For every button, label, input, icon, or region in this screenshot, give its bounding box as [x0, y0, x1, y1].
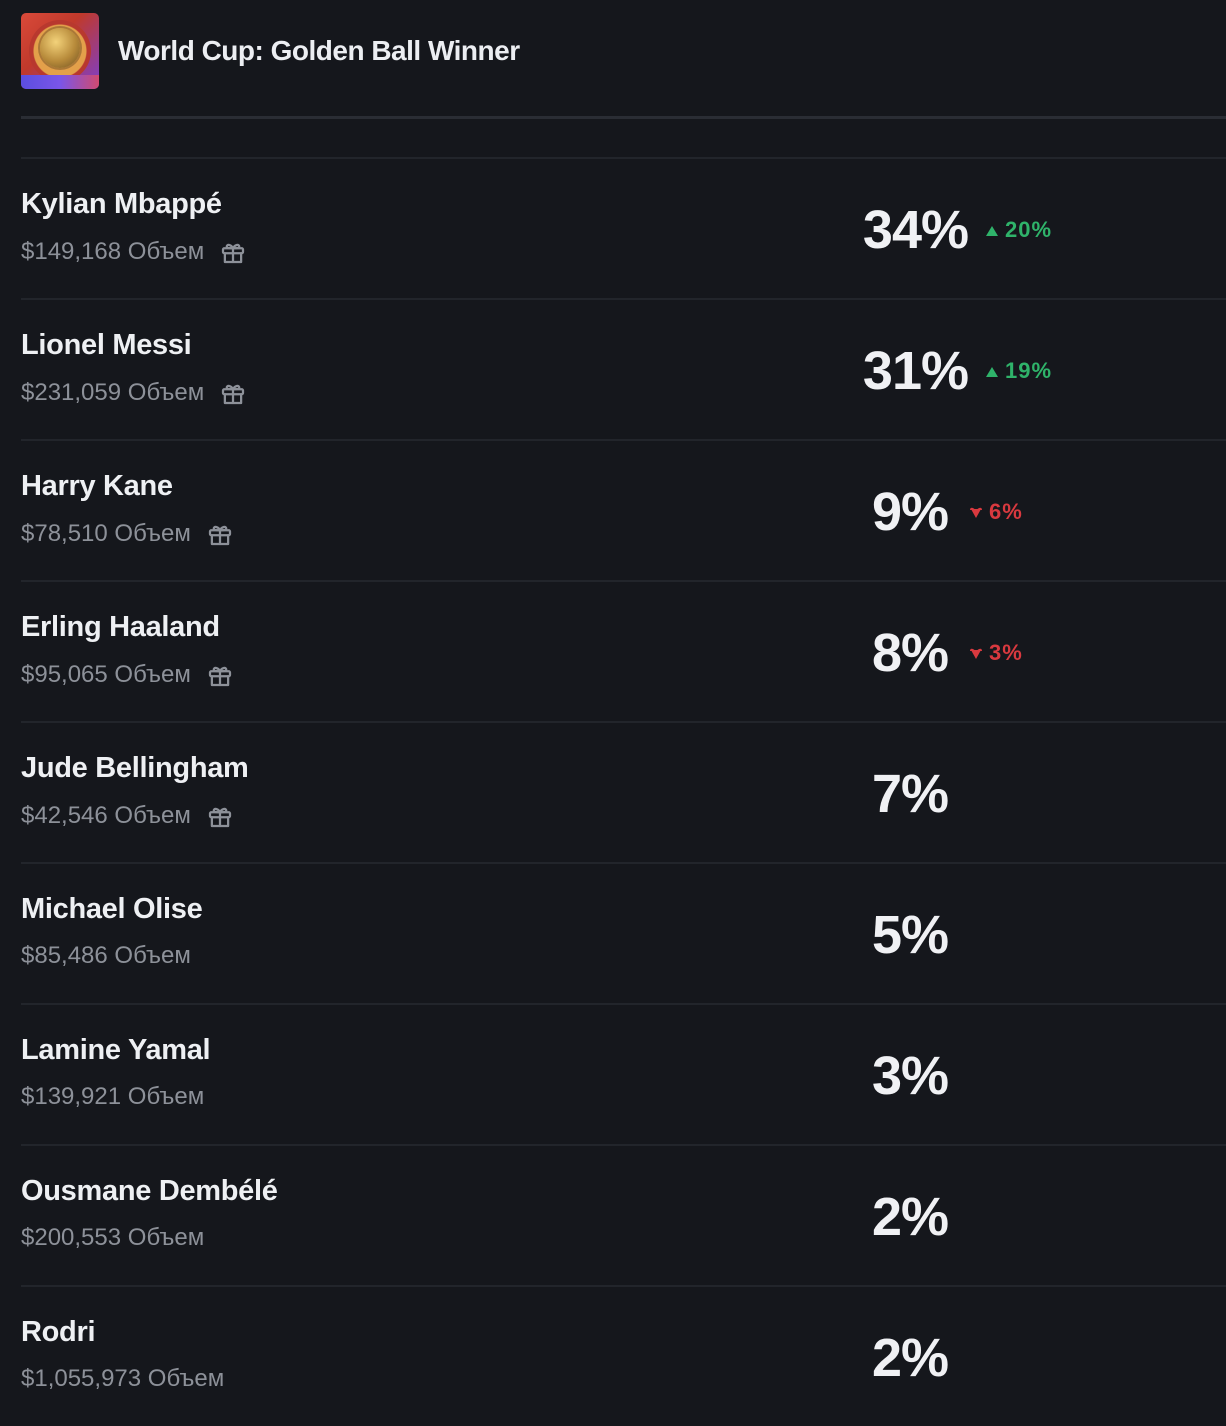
outcome-volume: $149,168 Объем — [21, 238, 205, 265]
outcome-volume: $1,055,973 Объем — [21, 1365, 225, 1392]
outcome-percent: 34% — [862, 200, 969, 260]
change-badge: 3% — [969, 640, 1023, 666]
outcome-name[interactable]: Kylian Mbappé — [21, 188, 222, 220]
change-badge: 6% — [969, 499, 1023, 525]
outcome-volume: $95,065 Объем — [21, 661, 191, 688]
change-value: 19% — [1005, 358, 1053, 383]
outcome-row[interactable]: Jude Bellingham $42,546 Объем 7% — [21, 721, 1226, 862]
outcome-row[interactable]: Rodri $1,055,973 Объем 2% — [21, 1285, 1226, 1426]
golden-ball-icon[interactable] — [21, 13, 99, 89]
outcome-meta: $78,510 Объем — [21, 519, 235, 549]
change-badge: 19% — [985, 358, 1052, 384]
outcome-percent: 7% — [871, 764, 949, 824]
outcome-list: Kylian Mbappé $149,168 Объем 34% 20% Lionel … — [21, 157, 1226, 1426]
outcome-meta: $1,055,973 Объем — [21, 1365, 224, 1393]
change-value: 3% — [989, 640, 1023, 665]
outcome-percent: 31% — [862, 341, 969, 401]
market-header: World Cup: Golden Ball Winner — [21, 12, 520, 90]
gift-icon[interactable] — [205, 519, 235, 549]
heart-down-icon — [969, 499, 989, 525]
outcome-name[interactable]: Ousmane Dembélé — [21, 1175, 278, 1207]
outcome-row[interactable]: Michael Olise $85,486 Объем 5% — [21, 862, 1226, 1003]
header-divider — [21, 116, 1226, 119]
outcome-meta: $200,553 Объем — [21, 1224, 204, 1252]
triangle-up-icon — [985, 358, 1005, 384]
outcome-percent: 3% — [871, 1046, 949, 1106]
outcome-volume: $139,921 Объем — [21, 1083, 205, 1110]
outcome-volume: $200,553 Объем — [21, 1224, 205, 1251]
triangle-up-icon — [985, 217, 1005, 243]
outcome-percent: 2% — [871, 1187, 949, 1247]
outcome-meta: $139,921 Объем — [21, 1083, 204, 1111]
outcome-row[interactable]: Ousmane Dembélé $200,553 Объем 2% — [21, 1144, 1226, 1285]
outcome-percent: 2% — [871, 1328, 949, 1388]
outcome-name[interactable]: Erling Haaland — [21, 611, 220, 643]
outcome-volume: $85,486 Объем — [21, 942, 191, 969]
outcome-row[interactable]: Harry Kane $78,510 Объем 9% 6% — [21, 439, 1226, 580]
outcome-name[interactable]: Harry Kane — [21, 470, 173, 502]
outcome-percent: 9% — [871, 482, 949, 542]
outcome-name[interactable]: Jude Bellingham — [21, 752, 249, 784]
outcome-volume: $42,546 Объем — [21, 802, 191, 829]
outcome-name[interactable]: Lamine Yamal — [21, 1034, 211, 1066]
outcome-row[interactable]: Erling Haaland $95,065 Объем 8% 3% — [21, 580, 1226, 721]
change-badge: 20% — [985, 217, 1052, 243]
heart-down-icon — [969, 640, 989, 666]
gift-icon[interactable] — [205, 801, 235, 831]
outcome-percent: 5% — [871, 905, 949, 965]
market-title[interactable]: World Cup: Golden Ball Winner — [118, 35, 520, 66]
gift-icon[interactable] — [218, 237, 248, 267]
change-value: 6% — [989, 499, 1023, 524]
outcome-volume: $78,510 Объем — [21, 520, 191, 547]
outcome-meta: $42,546 Объем — [21, 801, 235, 831]
outcome-meta: $231,059 Объем — [21, 378, 248, 408]
outcome-name[interactable]: Lionel Messi — [21, 329, 192, 361]
outcome-percent: 8% — [871, 623, 949, 683]
gift-icon[interactable] — [218, 378, 248, 408]
outcome-meta: $149,168 Объем — [21, 237, 248, 267]
gift-icon[interactable] — [205, 660, 235, 690]
outcome-name[interactable]: Rodri — [21, 1316, 96, 1348]
outcome-meta: $85,486 Объем — [21, 942, 191, 970]
outcome-meta: $95,065 Объем — [21, 660, 235, 690]
outcome-row[interactable]: Lamine Yamal $139,921 Объем 3% — [21, 1003, 1226, 1144]
outcome-row[interactable]: Lionel Messi $231,059 Объем 31% 19% — [21, 298, 1226, 439]
change-value: 20% — [1005, 217, 1053, 242]
outcome-volume: $231,059 Объем — [21, 379, 205, 406]
outcome-row[interactable]: Kylian Mbappé $149,168 Объем 34% 20% — [21, 157, 1226, 298]
outcome-name[interactable]: Michael Olise — [21, 893, 203, 925]
